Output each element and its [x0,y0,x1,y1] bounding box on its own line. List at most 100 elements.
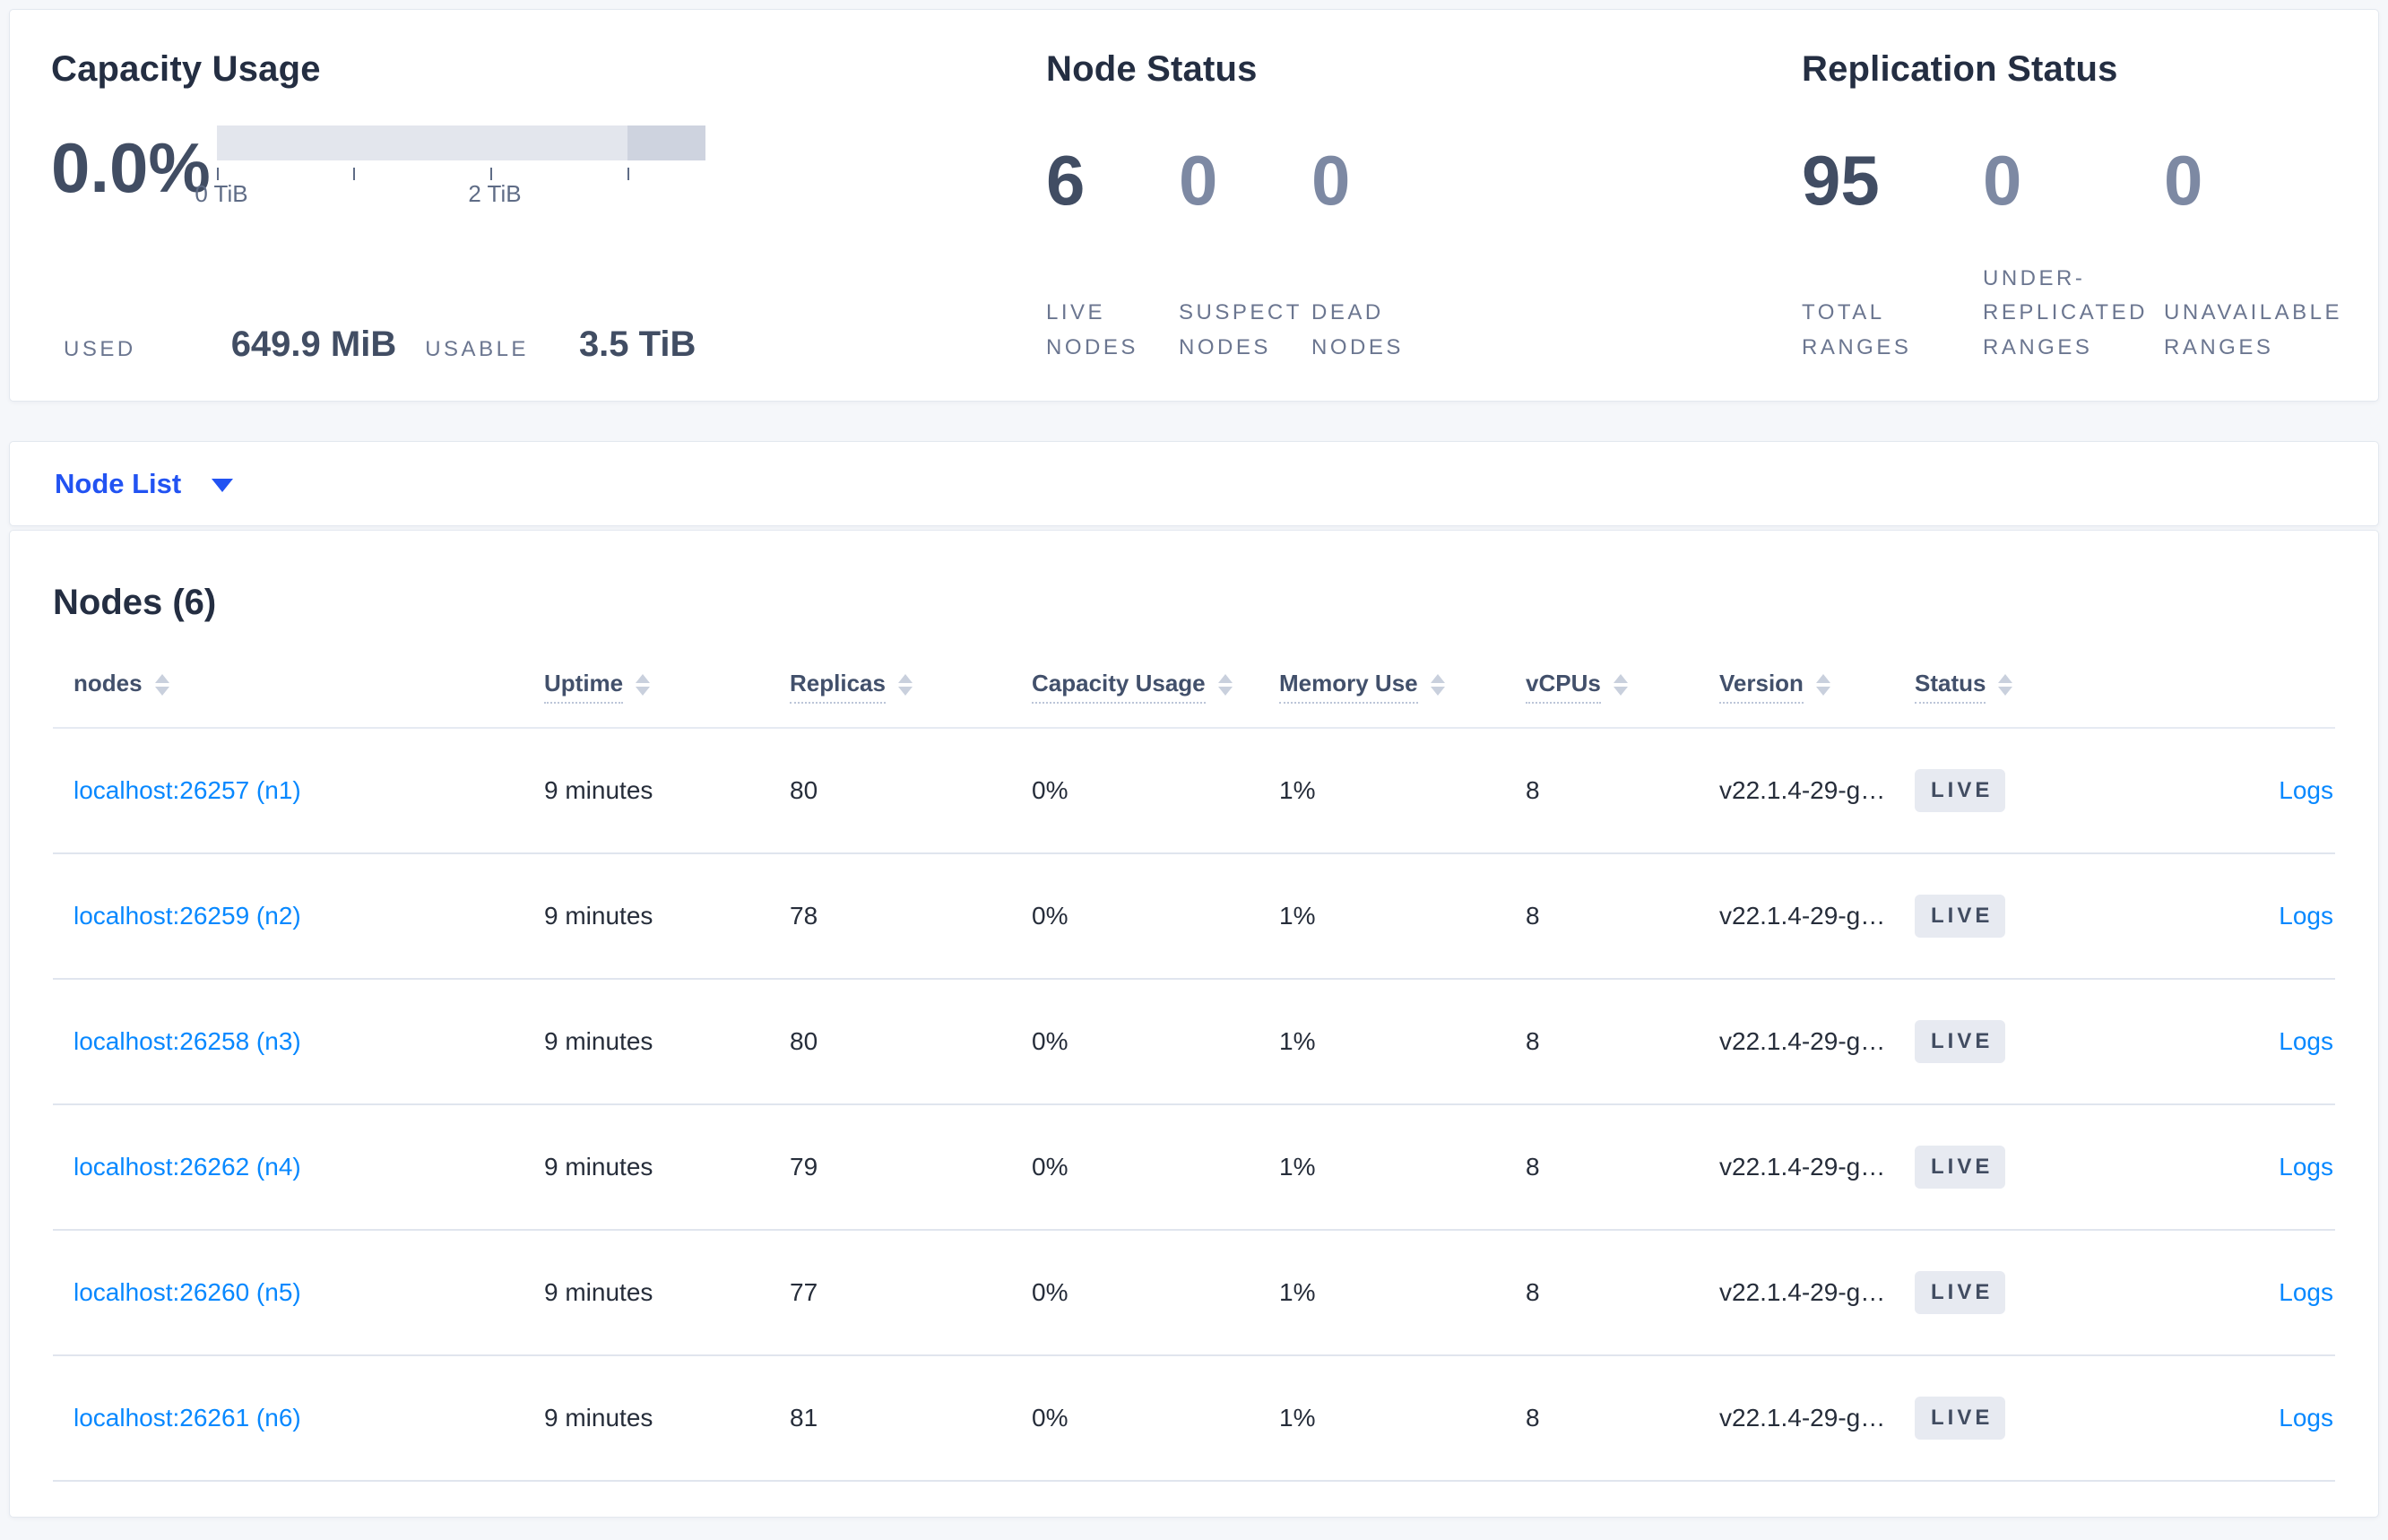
table-row: localhost:26261 (n6) 9 minutes 81 0% 1% 8 v22.… [53,1356,2335,1482]
node-link[interactable]: localhost:26262 (n4) [74,1153,301,1181]
table-row: localhost:26258 (n3) 9 minutes 80 0% 1% 8 v22.… [53,980,2335,1105]
status-badge: LIVE [1915,1271,2006,1314]
sort-down-arrow [1613,687,1628,696]
stat-value: 95 [1802,141,1880,220]
version-cell: v22.1.4-29-g… [1719,1404,1886,1432]
replication-status-stats: 95 TOTAL RANGES 0 UNDER- REPLICATED RANGES 0… [1802,145,2378,365]
node-link[interactable]: localhost:26259 (n2) [74,902,301,930]
logs-cell: Logs [2121,776,2335,805]
logs-cell: Logs [2121,1027,2335,1056]
sort-up-arrow [1998,674,2013,683]
sort-down-arrow [1815,687,1830,696]
node-cell: localhost:26259 (n2) [53,902,544,930]
capacity-usage-cell: 0% [1032,1027,1069,1055]
logs-link[interactable]: Logs [2279,902,2333,930]
logs-cell: Logs [2121,1278,2335,1307]
capacity-usage-cell: 0% [1032,1404,1069,1432]
replicas-cell: 80 [790,776,818,804]
capacity-usage-cell: 0% [1032,902,1069,930]
axis-tick-label: 0 TiB [195,180,248,207]
capacity-usage-cell: 0% [1032,1153,1069,1181]
stat-unavailable-ranges: 0 UNAVAILABLE RANGES [2164,141,2340,365]
capacity-percent-value: 0.0% [51,127,211,207]
replication-status-title: Replication Status [1802,49,2118,89]
table-body: localhost:26257 (n1) 9 minutes 80 0% 1% 8 v22.… [53,729,2335,1482]
vcpus-cell: 8 [1526,1153,1540,1181]
usable-value: 3.5 TiB [578,324,696,364]
sort-down-arrow [1998,687,2013,696]
table-header-row: nodes Uptime Replicas Capacity Usage Memory … [53,670,2335,729]
column-header-memory-use[interactable]: Memory Use [1279,670,1526,704]
stat-dead-nodes: 0 DEAD NODES [1311,145,1428,365]
stat-value: 0 [2164,141,2203,220]
status-cell: LIVE [1915,1271,2121,1314]
column-header-label: nodes [74,670,143,696]
sort-icon [897,674,913,696]
column-header-label: Capacity Usage [1032,670,1206,704]
stat-label: UNDER- REPLICATED RANGES [1983,265,2148,359]
stat-value: 0 [1311,141,1351,220]
sort-down-arrow [154,687,169,696]
column-header-status[interactable]: Status [1915,670,2121,704]
axis-tick [627,168,629,180]
axis-tick [353,168,355,180]
node-link[interactable]: localhost:26261 (n6) [74,1404,301,1432]
vcpus-cell: 8 [1526,1027,1540,1055]
capacity-bar [217,125,705,160]
sort-icon [636,674,651,696]
vcpus-cell: 8 [1526,1404,1540,1432]
cluster-summary-card: Capacity Usage 0.0% 0 TiB 2 [9,9,2379,402]
node-link[interactable]: localhost:26258 (n3) [74,1027,301,1055]
memory-use-cell: 1% [1279,1027,1316,1055]
status-cell: LIVE [1915,1397,2121,1440]
column-header-capacity-usage[interactable]: Capacity Usage [1032,670,1279,704]
node-link[interactable]: localhost:26257 (n1) [74,776,301,804]
node-link[interactable]: localhost:26260 (n5) [74,1278,301,1306]
axis-tick [217,168,219,180]
column-header-vcpus[interactable]: vCPUs [1526,670,1719,704]
nodes-table-title: Nodes (6) [53,583,217,622]
sort-up-arrow [897,674,913,683]
vcpus-cell: 8 [1526,776,1540,804]
chevron-down-icon [212,479,234,492]
sort-up-arrow [1430,674,1445,683]
column-header-nodes[interactable]: nodes [53,670,544,704]
memory-use-cell: 1% [1279,1153,1316,1181]
logs-link[interactable]: Logs [2279,1404,2333,1432]
uptime-cell: 9 minutes [544,776,653,804]
column-header-replicas[interactable]: Replicas [790,670,1032,704]
memory-use-cell: 1% [1279,1278,1316,1306]
stat-label: SUSPECT NODES [1179,300,1302,359]
uptime-cell: 9 minutes [544,902,653,930]
sort-down-arrow [897,687,913,696]
memory-use-cell: 1% [1279,902,1316,930]
column-header-version[interactable]: Version [1719,670,1915,704]
status-cell: LIVE [1915,1146,2121,1189]
logs-link[interactable]: Logs [2279,1027,2333,1055]
sort-icon [1613,674,1628,696]
node-list-dropdown[interactable]: Node List [55,468,234,500]
usable-label: USABLE [425,337,529,361]
logs-link[interactable]: Logs [2279,776,2333,804]
stat-label: TOTAL RANGES [1802,300,1912,359]
memory-use-cell: 1% [1279,776,1316,804]
replicas-cell: 77 [790,1278,818,1306]
node-status-title: Node Status [1046,49,1258,89]
stat-value: 0 [1983,141,2022,220]
logs-link[interactable]: Logs [2279,1278,2333,1306]
sort-icon [1815,674,1830,696]
table-row: localhost:26257 (n1) 9 minutes 80 0% 1% 8 v22.… [53,729,2335,854]
uptime-cell: 9 minutes [544,1027,653,1055]
status-badge: LIVE [1915,769,2006,812]
sort-down-arrow [1430,687,1445,696]
sort-icon [154,674,169,696]
column-header-uptime[interactable]: Uptime [544,670,790,704]
column-header-label: Status [1915,670,1986,704]
sort-icon [1217,674,1233,696]
view-selector-bar: Node List [9,441,2379,526]
status-badge: LIVE [1915,1397,2006,1440]
vcpus-cell: 8 [1526,902,1540,930]
logs-link[interactable]: Logs [2279,1153,2333,1181]
column-header-label: Version [1719,670,1804,704]
node-cell: localhost:26262 (n4) [53,1153,544,1181]
